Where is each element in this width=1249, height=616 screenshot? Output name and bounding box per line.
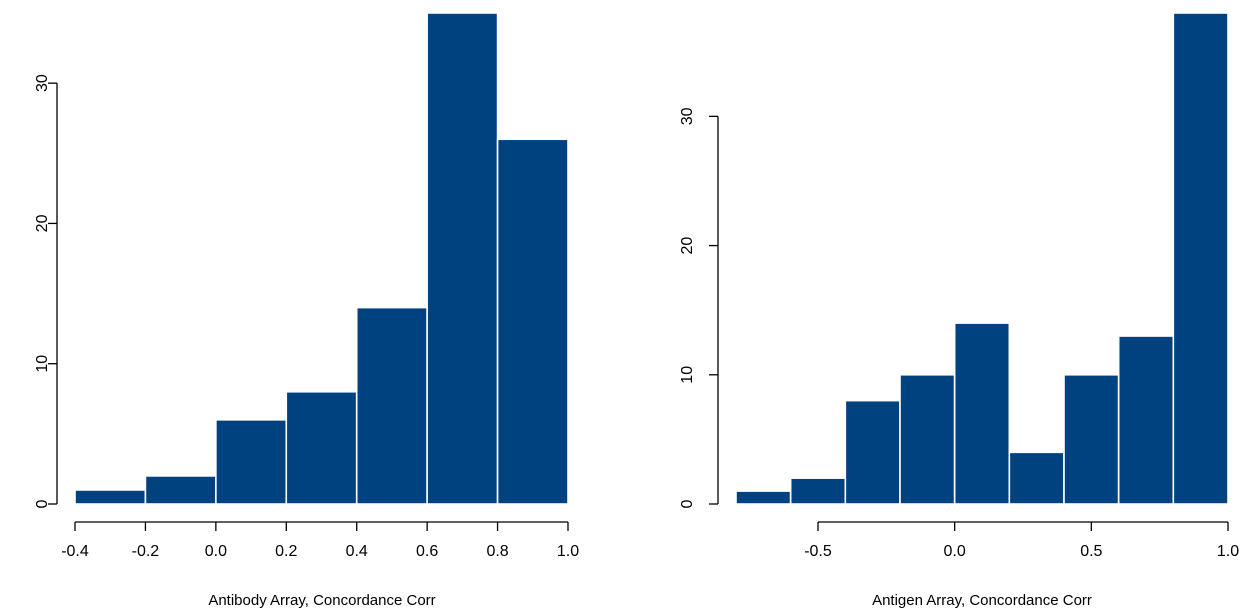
x-tick-label: -0.2 <box>132 543 160 560</box>
x-axis-title: Antigen Array, Concordance Corr <box>872 592 1092 609</box>
histogram-bar <box>144 475 217 505</box>
y-tick-label: 20 <box>679 237 696 255</box>
y-tick-label: 30 <box>34 74 51 92</box>
x-axis-title: Antibody Array, Concordance Corr <box>208 592 435 609</box>
x-tick-label: -0.5 <box>804 543 832 560</box>
histogram-bar <box>74 489 147 505</box>
histogram-bar <box>1172 12 1229 505</box>
histogram-bar <box>899 373 956 505</box>
x-tick-label: -0.4 <box>61 543 89 560</box>
y-tick-label: 10 <box>679 366 696 384</box>
histogram-bar <box>215 419 288 505</box>
x-tick-label: 0.6 <box>416 543 438 560</box>
x-tick-label: 1.0 <box>1217 543 1239 560</box>
histogram-bar <box>496 138 569 505</box>
x-tick-label: 0.0 <box>205 543 227 560</box>
histogram-bar <box>953 322 1011 505</box>
histogram-panel-2: -0.5 0.0 0.5 1.0 0 10 20 30 Antigen Array, Conco… <box>679 12 1239 609</box>
x-tick-label: 0.0 <box>944 543 966 560</box>
histogram-bar <box>285 390 358 505</box>
histogram-bar <box>1063 373 1120 505</box>
histogram-bar <box>355 306 428 505</box>
x-tick-label: 0.4 <box>346 543 368 560</box>
x-tick-label: 0.8 <box>486 543 508 560</box>
y-tick-label: 0 <box>34 499 51 508</box>
histogram-bar <box>1008 451 1065 505</box>
x-tick-label: 0.2 <box>275 543 297 560</box>
y-tick-label: 10 <box>34 355 51 373</box>
x-tick-label: 1.0 <box>557 543 579 560</box>
histogram-bar <box>789 477 847 505</box>
y-tick-label: 0 <box>679 499 696 508</box>
histogram-bar <box>735 490 792 505</box>
y-tick-label: 20 <box>34 214 51 232</box>
histogram-bar <box>844 399 901 505</box>
y-tick-label: 30 <box>679 107 696 125</box>
histogram-panel-1: -0.4 -0.2 0.0 0.2 0.4 0.6 0.8 1.0 0 10 20 30 Antibod… <box>34 12 579 609</box>
histogram-bar <box>426 12 499 505</box>
histogram-bar <box>1117 335 1175 505</box>
x-tick-label: 0.5 <box>1080 543 1102 560</box>
